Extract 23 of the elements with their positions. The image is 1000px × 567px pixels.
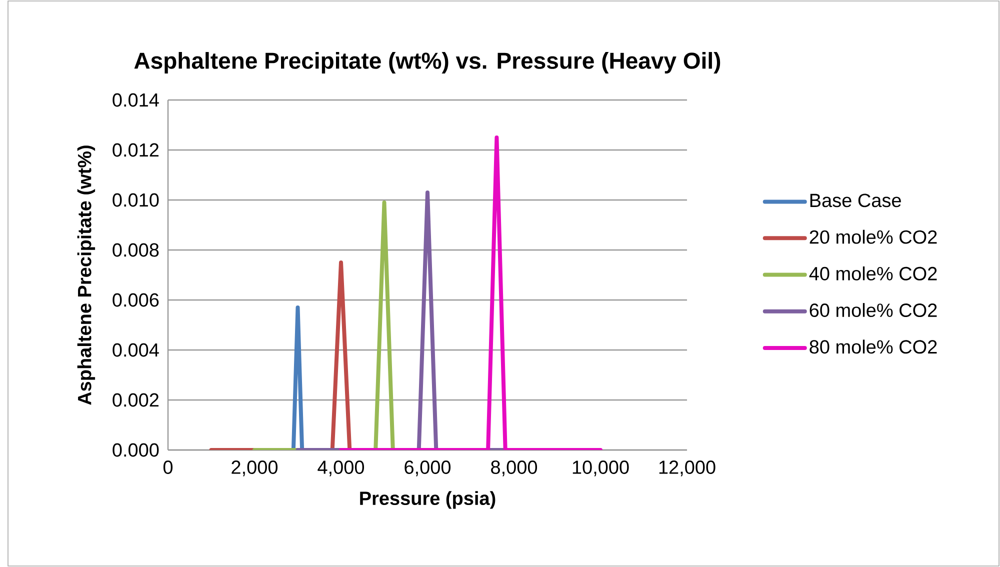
y-tick-label: 0.010 <box>112 193 159 207</box>
legend-label: Base Case <box>810 194 901 208</box>
x-tick-label: 2,000 <box>232 460 278 476</box>
legend-label: 20 mole% CO2 <box>810 230 937 244</box>
legend-label: 40 mole% CO2 <box>809 266 937 280</box>
x-tick-label: 10,000 <box>572 460 629 476</box>
x-tick-label: 8,000 <box>491 460 538 476</box>
y-tick-label: 0.014 <box>112 93 159 107</box>
legend-label: 60 mole% CO2 <box>810 303 937 318</box>
legend-label: 80 mole% CO2 <box>810 340 937 354</box>
x-axis-title: Pressure (psia) <box>360 491 496 509</box>
y-tick-label: 0.012 <box>112 143 159 157</box>
x-tick-label: 0 <box>163 460 173 474</box>
x-tick-label: 12,000 <box>659 460 716 476</box>
y-tick-label: 0.002 <box>112 393 159 407</box>
y-axis-title: Asphaltene Precipitate (wt%) <box>77 146 96 405</box>
y-tick-label: 0.008 <box>112 243 159 257</box>
x-tick-label: 6,000 <box>404 460 451 476</box>
y-tick-label: 0.006 <box>112 293 159 307</box>
x-tick-label: 4,000 <box>318 460 364 476</box>
y-tick-label: 0.004 <box>112 343 159 357</box>
y-tick-label: 0.000 <box>112 443 159 457</box>
chart-title: Asphaltene Precipitate (wt%) vs. Pressure (Heavy Oil) <box>134 52 720 74</box>
